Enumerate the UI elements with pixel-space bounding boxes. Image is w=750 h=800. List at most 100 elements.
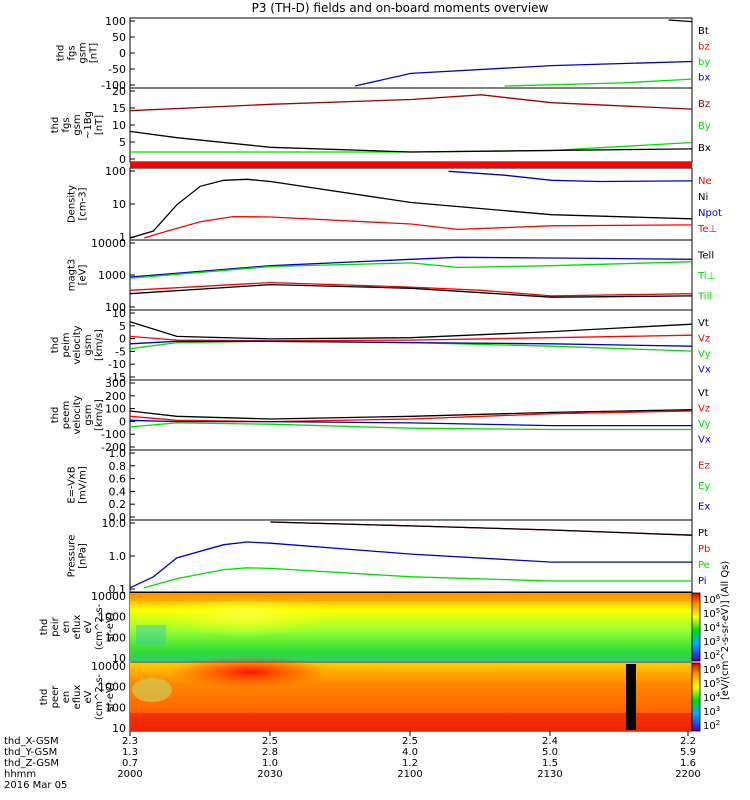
ytick-label: 100 — [105, 631, 126, 644]
ylabel-line: gsm — [78, 42, 89, 63]
ylabel-line: (cm^2-s- — [94, 603, 105, 650]
ylabel-line: Density — [67, 185, 78, 223]
ytick-label: 10000 — [91, 660, 126, 673]
series-Bx — [129, 130, 693, 153]
panel-frame — [129, 239, 693, 311]
series-Vx — [129, 419, 692, 427]
ytick-label: 0.2 — [109, 498, 127, 511]
ylabel-line: peim — [61, 332, 72, 357]
footer-value: 2.2 — [680, 736, 696, 747]
colorbar-tick-label: 106 — [703, 593, 721, 606]
ylabel-line: fgs — [61, 117, 72, 132]
legend-Vy: Vy — [698, 349, 711, 360]
legend-Npot: Npot — [698, 208, 722, 219]
ylabel-line: [km/s] — [94, 329, 105, 361]
ytick-label: -10 — [108, 358, 126, 371]
ytick-label: 300 — [105, 377, 126, 390]
legend-bx: bx — [698, 72, 710, 83]
legend-By: By — [698, 121, 711, 132]
panel-frame — [129, 167, 693, 241]
legend-Te⊥: Te⊥ — [697, 224, 717, 235]
ylabel-line: (cm^2-s- — [94, 673, 105, 720]
legend-Vz: Vz — [698, 333, 710, 344]
series-Ti — [129, 256, 693, 278]
legend-Vz: Vz — [698, 403, 710, 414]
ytick-label: 0 — [119, 47, 126, 60]
ytick-label: 10 — [112, 722, 126, 735]
ytick-label: 200 — [105, 390, 126, 403]
ylabel-line: [nPa] — [78, 543, 89, 569]
series-Vt — [129, 409, 693, 420]
series-Bt — [668, 19, 693, 23]
legend-Ex: Ex — [698, 502, 710, 513]
ytick-label: 100 — [105, 15, 126, 28]
ytick-label: 20 — [112, 85, 126, 98]
ylabel-line: en — [61, 621, 72, 634]
ytick-label: 10 — [112, 119, 126, 132]
footer-value: 2000 — [117, 769, 142, 780]
ylabel-line: eflux — [72, 685, 83, 710]
panel-efield: 1.00.80.60.40.20.0 E=-VxB [mV/m] Ez Ey Ex — [67, 447, 711, 524]
series-Te_perp — [129, 281, 693, 297]
ytick-label: 100 — [105, 701, 126, 714]
ytick-label: -5 — [115, 345, 126, 358]
figure-title: P3 (TH-D) fields and on-board moments ov… — [252, 1, 549, 15]
ion-spectrogram — [130, 593, 692, 661]
ytick-label: -100 — [101, 79, 126, 92]
panel-moments_temperature: 10000 1000 100 magt3 [eV] Tell Ti⊥ Till — [67, 237, 716, 314]
ylabel-line: fgs — [67, 45, 78, 60]
series-Vz — [129, 410, 693, 423]
ytick-label: 0.0 — [109, 511, 127, 524]
ytick-label: 15 — [112, 102, 126, 115]
colorbar-tick-label: 102 — [703, 719, 720, 732]
ylabel-line: peir — [50, 616, 61, 636]
legend-Ey: Ey — [698, 481, 710, 492]
colorbar-tick-label: 105 — [703, 607, 720, 620]
ylabel-line: thd — [56, 45, 67, 62]
electron-spectrogram — [130, 656, 692, 731]
ytick-label: 10000 — [91, 237, 126, 250]
ytick-label: 5 — [119, 320, 126, 333]
footer-value: 2030 — [257, 769, 282, 780]
footer-value: 2.5 — [402, 736, 418, 747]
series-Ne — [143, 215, 693, 239]
series-by — [504, 78, 693, 87]
legend-Tell: Tell — [697, 250, 714, 261]
series-Vy — [129, 422, 692, 431]
colorbars — [691, 592, 701, 732]
ytick-label: 10000 — [91, 590, 126, 603]
legend-Vx: Vx — [698, 434, 711, 445]
footer-row-label: thd_X-GSM — [4, 736, 59, 747]
panel-frame — [129, 17, 693, 89]
panel-frame — [129, 449, 693, 521]
ytick-label: 0 — [119, 333, 126, 346]
colorbar-tick-label: 105 — [703, 677, 720, 690]
ytick-label: 0.4 — [109, 485, 127, 498]
series-Vz — [129, 334, 693, 342]
ylabel-line: velocity — [72, 395, 83, 434]
ytick-label: 10.0 — [102, 517, 127, 530]
footer-value: 2100 — [397, 769, 422, 780]
ytick-label: 0.1 — [109, 583, 127, 596]
ylabel-line: thd — [50, 407, 61, 424]
ylabel-line: [mV/m] — [78, 466, 89, 504]
ytick-label: -50 — [108, 63, 126, 76]
legend-Bt: Bt — [698, 26, 709, 37]
footer-value: 2200 — [675, 769, 700, 780]
ylabel-line: gsm — [72, 114, 83, 135]
ytick-label: 100 — [105, 301, 126, 314]
ylabel-line: thd — [39, 619, 50, 636]
footer-value: 1.3 — [122, 747, 138, 758]
ylabel-line: en — [61, 691, 72, 704]
footer-row-label: hhmm — [4, 769, 36, 780]
ylabel-line: [eV] — [78, 265, 89, 286]
legend-Vt: Vt — [698, 318, 709, 329]
footer-value: 1.2 — [402, 758, 418, 769]
ylabel-line: ~1Bg — [83, 111, 94, 139]
footer-row-label: thd_Z-GSM — [4, 758, 59, 769]
ytick-label: -15 — [108, 371, 126, 384]
